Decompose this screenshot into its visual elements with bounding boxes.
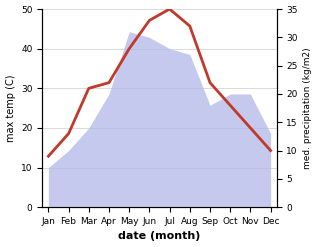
Y-axis label: med. precipitation (kg/m2): med. precipitation (kg/m2) <box>303 47 313 169</box>
Y-axis label: max temp (C): max temp (C) <box>5 74 16 142</box>
X-axis label: date (month): date (month) <box>118 231 201 242</box>
